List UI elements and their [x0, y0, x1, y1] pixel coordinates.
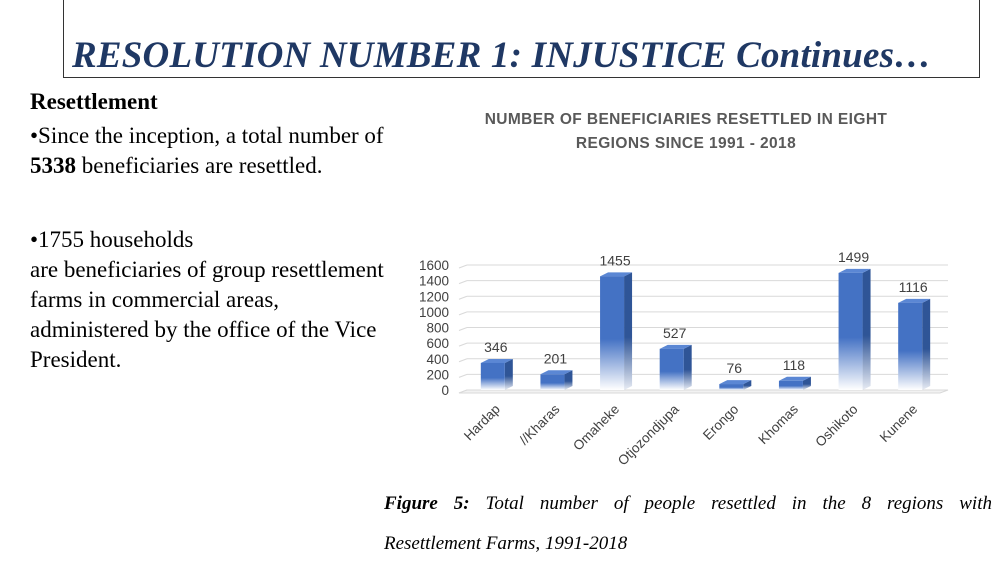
- bar-top: [719, 380, 752, 385]
- y-tick-label: 400: [426, 352, 449, 367]
- data-label: 346: [484, 339, 508, 355]
- gridline-bevel: [458, 358, 468, 363]
- gridline-bevel: [458, 327, 468, 331]
- section-heading: Resettlement: [30, 89, 158, 114]
- y-tick-label: 0: [441, 383, 449, 398]
- x-tick-label: Kunene: [877, 402, 921, 446]
- gridline-bevel: [458, 295, 468, 300]
- figure-caption-text: Total number of people resettled in the …: [469, 493, 992, 514]
- y-tick-label: 600: [426, 336, 449, 351]
- bar: [838, 272, 863, 390]
- bar: [719, 384, 744, 390]
- slide-title: RESOLUTION NUMBER 1: INJUSTICE Continues…: [72, 35, 932, 76]
- y-tick-label: 200: [426, 367, 449, 382]
- bar-top: [600, 272, 633, 277]
- data-label: 1499: [838, 249, 869, 265]
- y-tick-label: 1600: [419, 258, 449, 273]
- bar-top: [659, 344, 692, 349]
- gridline-bevel: [458, 280, 468, 285]
- gridline-bevel: [458, 373, 468, 378]
- x-tick-label: Oshikoto: [812, 402, 860, 450]
- bar: [600, 276, 625, 390]
- bar-top: [540, 370, 573, 375]
- bullet-total-beneficiaries: •Since the inception, a total number of …: [30, 121, 390, 181]
- bar-side: [922, 298, 931, 390]
- bar-side: [802, 376, 811, 390]
- figure-caption-line1: Figure 5: Total number of people resettl…: [384, 493, 992, 515]
- gridline-bevel: [458, 311, 468, 316]
- data-label: 1116: [899, 279, 928, 295]
- bar-top: [898, 298, 931, 303]
- bar-side: [862, 268, 871, 390]
- y-tick-label: 800: [426, 321, 449, 336]
- bar-top: [838, 268, 871, 273]
- bar-top: [480, 358, 513, 363]
- y-tick-label: 1200: [419, 289, 449, 304]
- total-beneficiaries-value: 5338: [30, 153, 76, 178]
- x-tick-label: Hardap: [461, 402, 503, 444]
- bar: [898, 302, 923, 390]
- x-tick-label: //Kharas: [516, 401, 562, 447]
- data-label: 1455: [599, 252, 630, 268]
- bullet-households-line2: are beneficiaries of group resettlement …: [30, 257, 384, 372]
- figure-label: Figure 5:: [384, 493, 470, 514]
- chart-floor: [458, 389, 949, 394]
- y-tick-label: 1000: [419, 305, 449, 320]
- y-tick-label: 1400: [419, 274, 449, 289]
- bar-side: [624, 272, 633, 390]
- bullet-text-part1: •Since the inception, a total number of: [30, 123, 384, 148]
- chart-title-line2: REGIONS SINCE 1991 - 2018: [575, 135, 797, 152]
- title-box: [63, 0, 980, 78]
- bar-side: [743, 380, 752, 390]
- bullet-households-line1: •1755 households: [30, 227, 194, 252]
- x-tick-label: Erongo: [700, 402, 741, 443]
- x-tick-label: Otjozondjupa: [615, 401, 682, 465]
- bar: [778, 380, 803, 390]
- x-tick-label: Omaheke: [570, 402, 622, 454]
- bar-top: [778, 376, 811, 381]
- bar: [480, 362, 505, 390]
- bar-side: [564, 370, 573, 390]
- chart-title-line1: NUMBER OF BENEFICIARIES RESETTLED IN EIG…: [484, 111, 888, 128]
- bullet-text-part2: beneficiaries are resettled.: [76, 153, 323, 178]
- bar: [659, 348, 684, 390]
- bar-side: [504, 358, 513, 390]
- chart-bars: [480, 268, 931, 390]
- data-label: 201: [544, 350, 568, 366]
- gridline-bevel: [458, 264, 468, 269]
- bullet-households: •1755 households are beneficiaries of gro…: [30, 225, 390, 375]
- bar-side: [683, 344, 692, 390]
- data-label: 76: [727, 360, 743, 376]
- chart-gridlines: [458, 264, 949, 394]
- data-label: 118: [783, 357, 806, 373]
- gridline-bevel: [458, 342, 468, 347]
- bar: [540, 374, 565, 390]
- data-label: 527: [663, 325, 687, 341]
- figure-caption-line2: Resettlement Farms, 1991-2018: [384, 533, 628, 554]
- x-tick-label: Khomas: [755, 401, 801, 447]
